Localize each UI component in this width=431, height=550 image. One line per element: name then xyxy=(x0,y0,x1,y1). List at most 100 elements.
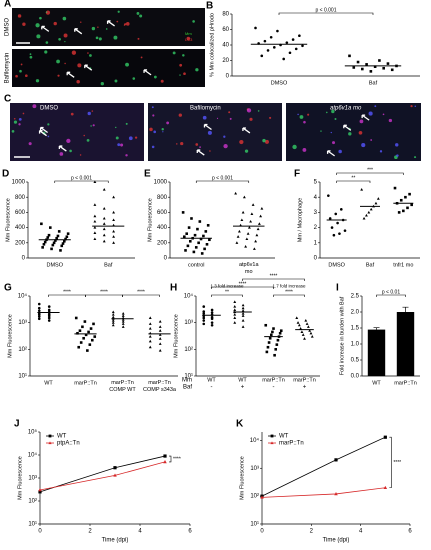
dot xyxy=(273,353,276,357)
dot xyxy=(181,211,185,214)
dot xyxy=(268,336,272,340)
speck xyxy=(388,118,393,123)
speck xyxy=(162,131,164,133)
dot xyxy=(402,209,405,213)
bracket xyxy=(122,294,160,297)
dot xyxy=(271,330,274,334)
dot xyxy=(48,226,52,229)
y-tick-label: 10² xyxy=(184,347,193,353)
speck xyxy=(100,82,104,86)
dot xyxy=(241,314,245,317)
x-tick-label: marP::Tn COMP WT xyxy=(109,380,136,393)
y-tick-label: 10² xyxy=(28,499,37,505)
speck xyxy=(25,74,28,78)
dot xyxy=(305,322,309,325)
dot xyxy=(276,29,279,33)
panel-letter: E xyxy=(144,169,151,180)
dot xyxy=(158,337,162,340)
dot xyxy=(111,313,115,316)
speck xyxy=(86,138,90,142)
speck xyxy=(228,111,231,114)
speck xyxy=(334,118,337,121)
dot xyxy=(327,194,330,197)
speck xyxy=(47,135,50,138)
dot xyxy=(41,246,44,249)
dot xyxy=(374,201,378,205)
speck xyxy=(330,131,333,134)
dot xyxy=(193,233,197,237)
dot xyxy=(111,318,115,322)
bracket xyxy=(54,180,109,183)
dot xyxy=(40,222,43,226)
y-tick-label: 1000 xyxy=(12,180,26,186)
dot xyxy=(51,243,55,247)
x-tick-label: WT xyxy=(207,377,216,383)
dot xyxy=(241,318,245,322)
dot xyxy=(83,320,87,323)
error-bar xyxy=(373,327,380,330)
y-tick-label: 20 xyxy=(222,58,229,64)
dot xyxy=(200,252,204,255)
dot xyxy=(148,345,152,349)
dot xyxy=(304,318,308,322)
speck xyxy=(262,138,266,143)
speck xyxy=(140,56,143,59)
micrograph xyxy=(286,103,421,161)
x-tick-label: 2 xyxy=(88,529,92,535)
arrow xyxy=(203,123,212,131)
y-axis-label: % Mm colocalized pHrodo xyxy=(209,13,215,77)
dot xyxy=(257,222,261,225)
x-tick-label: 4 xyxy=(138,529,142,535)
legend-label: marP::Tn xyxy=(279,441,304,447)
dot xyxy=(254,26,257,30)
dot xyxy=(301,44,304,48)
speck xyxy=(11,129,15,133)
x-tick-label: 0 xyxy=(260,529,264,535)
dot xyxy=(295,316,299,320)
dot xyxy=(158,320,162,323)
y-tick-label: 10⁴ xyxy=(250,437,260,444)
x-tick-label: 6 xyxy=(408,529,412,535)
dot xyxy=(244,245,248,248)
dot xyxy=(93,214,97,218)
speck xyxy=(209,150,211,152)
speck xyxy=(249,117,253,121)
dot xyxy=(361,67,364,71)
speck xyxy=(44,50,48,54)
arrow xyxy=(326,150,335,157)
dot xyxy=(158,333,162,336)
y-axis-label: Mm Fluorescence xyxy=(147,198,153,242)
dot xyxy=(233,313,237,316)
dot xyxy=(202,319,206,322)
significance: **** xyxy=(100,289,108,295)
significance: *** xyxy=(367,167,373,173)
speck xyxy=(57,74,60,77)
dot xyxy=(46,236,50,239)
point xyxy=(383,435,387,439)
y-axis-label: Mm Fluorescence xyxy=(17,456,23,500)
speck xyxy=(368,111,373,116)
dot xyxy=(158,325,162,328)
y-tick-label: 600 xyxy=(15,210,26,216)
speck xyxy=(153,130,157,134)
dot xyxy=(282,57,286,61)
significance: p < 0.001 xyxy=(316,7,337,13)
significance: **** xyxy=(239,281,247,287)
y-tick-label: 200 xyxy=(15,240,26,246)
speck xyxy=(22,22,26,26)
y-tick-label: 600 xyxy=(157,210,168,216)
dot xyxy=(367,210,371,214)
speck xyxy=(172,51,176,55)
speck xyxy=(414,156,417,159)
dot xyxy=(241,306,245,310)
dot xyxy=(210,323,214,327)
dot xyxy=(260,207,264,210)
y-tick-label: 10¹ xyxy=(28,522,37,528)
speck xyxy=(178,113,182,117)
speck xyxy=(134,136,138,139)
dot xyxy=(64,237,67,241)
speck xyxy=(153,75,157,79)
y-tick-label: 400 xyxy=(15,225,26,231)
panel-c: DMSO Bafilomycin atp6v1a mo xyxy=(10,103,421,161)
speck xyxy=(36,34,41,39)
